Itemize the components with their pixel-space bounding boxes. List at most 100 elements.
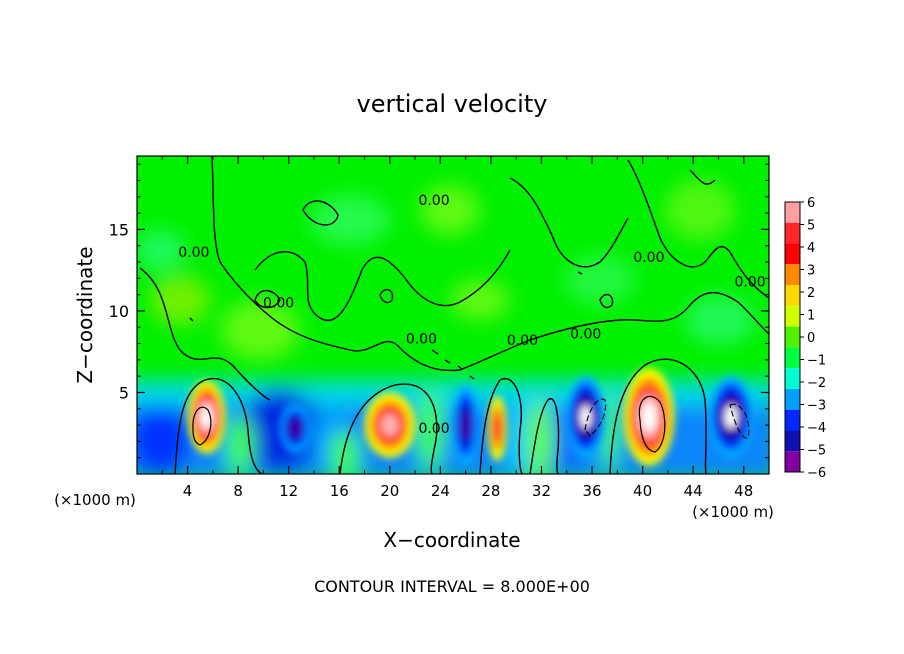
contour-label: 0.00 bbox=[734, 274, 765, 290]
contour-line bbox=[174, 377, 263, 474]
velocity-cell bbox=[279, 403, 311, 453]
x-tick-label: 20 bbox=[380, 482, 399, 500]
y-axis-label: Z−coordinate bbox=[73, 246, 97, 383]
x-tick-label: 12 bbox=[279, 482, 298, 500]
colorbar-label: −4 bbox=[807, 421, 826, 436]
colorbar-swatch bbox=[785, 409, 800, 431]
colorbar-label: 1 bbox=[807, 309, 815, 324]
colorbar-label: 5 bbox=[807, 219, 815, 234]
colorbar-swatch bbox=[785, 305, 800, 327]
x-tick-label: 4 bbox=[183, 482, 193, 500]
velocity-cell-ring bbox=[381, 413, 399, 437]
colorbar-label: 4 bbox=[807, 241, 815, 256]
contour-label: 0.00 bbox=[418, 421, 449, 437]
contour-line bbox=[254, 289, 281, 309]
contour-line bbox=[479, 377, 523, 474]
velocity-cell-ring bbox=[493, 413, 502, 443]
colorbar-label: −2 bbox=[807, 376, 826, 391]
y-tick-label: 10 bbox=[109, 302, 129, 321]
colorbar-swatch bbox=[785, 326, 800, 348]
colorbar-label: −6 bbox=[807, 466, 826, 481]
velocity-cells bbox=[187, 368, 754, 466]
contour-line bbox=[339, 383, 438, 474]
colorbar: 6 5 4 3 2 1 0 −1 −2 −3 −4 −5 −6 bbox=[784, 196, 826, 481]
contour-label: 0.00 bbox=[507, 333, 538, 349]
contour-label: 0.00 bbox=[570, 327, 601, 343]
contour-lines bbox=[139, 156, 769, 474]
colorbar-swatch bbox=[785, 285, 800, 306]
colorbar-swatch bbox=[785, 430, 800, 452]
contour-labels: 0.00 0.00 0.00 0.00 0.00 0.00 0.00 0.00 0.00 bbox=[178, 193, 765, 437]
y-tick-label: 5 bbox=[119, 383, 129, 402]
colorbar-label: 2 bbox=[807, 286, 815, 301]
colorbar-label: −1 bbox=[807, 354, 826, 369]
contour-line bbox=[609, 358, 707, 474]
y-axis: 5 10 15 bbox=[109, 163, 769, 459]
upper-patches bbox=[137, 180, 755, 360]
velocity-cell-ring bbox=[289, 419, 301, 437]
velocity-cell bbox=[453, 384, 479, 466]
contour-line bbox=[529, 397, 560, 474]
velocity-cell-ring bbox=[641, 402, 657, 431]
colorbar-swatch bbox=[785, 451, 800, 472]
x-tick-label: 40 bbox=[633, 482, 652, 500]
x-unit-left: (×1000 m) bbox=[54, 491, 136, 509]
velocity-cell-ring bbox=[580, 405, 592, 429]
chart-title: vertical velocity bbox=[357, 90, 548, 118]
colorbar-swatch bbox=[785, 243, 800, 265]
x-tick-label: 8 bbox=[233, 482, 243, 500]
contour-label: 0.00 bbox=[263, 296, 294, 312]
colorbar-label: 3 bbox=[807, 264, 815, 279]
plot-area: 0.00 0.00 0.00 0.00 0.00 0.00 0.00 0.00 0.00 bbox=[137, 156, 769, 474]
colorbar-swatch bbox=[785, 264, 800, 286]
colorbar-swatch bbox=[785, 202, 800, 223]
velocity-cell bbox=[187, 380, 226, 454]
x-tick-label: 24 bbox=[431, 482, 450, 500]
velocity-cell bbox=[487, 395, 507, 461]
x-unit-right: (×1000 m) bbox=[692, 503, 774, 521]
contour-label: 0.00 bbox=[406, 332, 437, 348]
colorbar-swatch bbox=[785, 368, 800, 389]
plot-frame bbox=[136, 155, 770, 475]
colorbar-swatch bbox=[785, 388, 800, 410]
colorbar-label: 6 bbox=[807, 196, 815, 211]
contour-line bbox=[192, 406, 212, 446]
velocity-cell bbox=[623, 368, 675, 466]
colorbar-swatch bbox=[785, 222, 800, 244]
x-tick-label: 16 bbox=[330, 482, 349, 500]
contour-line bbox=[509, 177, 629, 268]
contour-line bbox=[689, 169, 716, 185]
contour-line bbox=[584, 398, 607, 437]
contour-line bbox=[599, 293, 614, 309]
x-axis-label: X−coordinate bbox=[383, 528, 520, 552]
contour-line bbox=[254, 249, 511, 321]
contour-line bbox=[459, 291, 769, 371]
x-tick-label: 44 bbox=[684, 482, 703, 500]
colorbar-label: −5 bbox=[807, 444, 826, 459]
contour-line bbox=[627, 159, 769, 299]
contour-line bbox=[211, 156, 461, 372]
contour-line bbox=[302, 200, 339, 226]
contour-interval-footer: CONTOUR INTERVAL = 8.000E+00 bbox=[314, 577, 590, 596]
contour-line bbox=[379, 288, 394, 304]
x-axis: 4 8 12 16 20 24 28 32 36 40 44 48 bbox=[161, 156, 753, 500]
x-tick-label: 32 bbox=[532, 482, 551, 500]
velocity-cell bbox=[364, 392, 416, 458]
x-tick-label: 36 bbox=[582, 482, 601, 500]
velocity-cell bbox=[566, 376, 605, 458]
contour-label: 0.00 bbox=[633, 250, 664, 266]
x-tick-label: 48 bbox=[734, 482, 753, 500]
velocity-cell-ring bbox=[724, 405, 738, 429]
colorbar-label: −3 bbox=[807, 399, 826, 414]
contour-line bbox=[638, 396, 666, 453]
contour-line bbox=[189, 271, 583, 380]
contour-line bbox=[139, 267, 271, 401]
colorbar-swatch bbox=[785, 347, 800, 369]
colorbar-label: 0 bbox=[807, 331, 815, 346]
y-tick-label: 15 bbox=[109, 220, 129, 239]
contour-label: 0.00 bbox=[418, 193, 449, 209]
x-tick-label: 28 bbox=[481, 482, 500, 500]
contour-label: 0.00 bbox=[178, 245, 209, 261]
contour-line bbox=[729, 403, 750, 439]
